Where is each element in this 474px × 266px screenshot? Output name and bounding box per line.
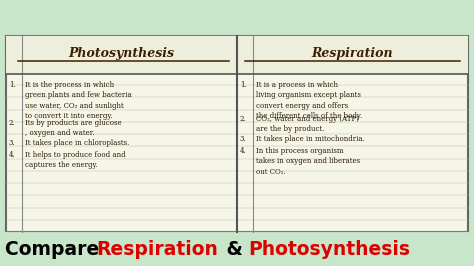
Text: It is the process in which
green plants and few bacteria
use water, CO₂ and sunl: It is the process in which green plants … — [25, 81, 132, 120]
Text: CO₂, water and energy (ATP)
are the by product.: CO₂, water and energy (ATP) are the by p… — [256, 115, 359, 134]
Text: It takes place in mitochondria.: It takes place in mitochondria. — [256, 135, 365, 143]
Text: It takes place in chloroplasts.: It takes place in chloroplasts. — [25, 139, 129, 147]
Bar — [6, 36, 468, 74]
Text: It is a process in which
living organism except plants
convert energy and offers: It is a process in which living organism… — [256, 81, 362, 120]
Text: 1.: 1. — [240, 81, 247, 89]
Text: Compare: Compare — [5, 240, 106, 259]
Text: Respiration: Respiration — [96, 240, 218, 259]
Text: Its by products are glucose
, oxygen and water.: Its by products are glucose , oxygen and… — [25, 119, 122, 138]
Text: Respiration: Respiration — [312, 47, 393, 60]
Text: Photosynthesis: Photosynthesis — [69, 47, 174, 60]
Bar — [0, 232, 474, 266]
Text: 4.: 4. — [9, 151, 16, 159]
Text: 2.: 2. — [9, 119, 16, 127]
Text: 3.: 3. — [9, 139, 16, 147]
Text: It helps to produce food and
captures the energy.: It helps to produce food and captures th… — [25, 151, 126, 169]
Bar — [6, 36, 468, 232]
Text: 4.: 4. — [240, 147, 247, 155]
Text: 3.: 3. — [240, 135, 246, 143]
Text: Photosynthesis: Photosynthesis — [248, 240, 410, 259]
Text: 1.: 1. — [9, 81, 16, 89]
Text: &: & — [220, 240, 249, 259]
Text: In this process organism
takes in oxygen and liberates
out CO₂.: In this process organism takes in oxygen… — [256, 147, 360, 176]
Text: 2.: 2. — [240, 115, 247, 123]
